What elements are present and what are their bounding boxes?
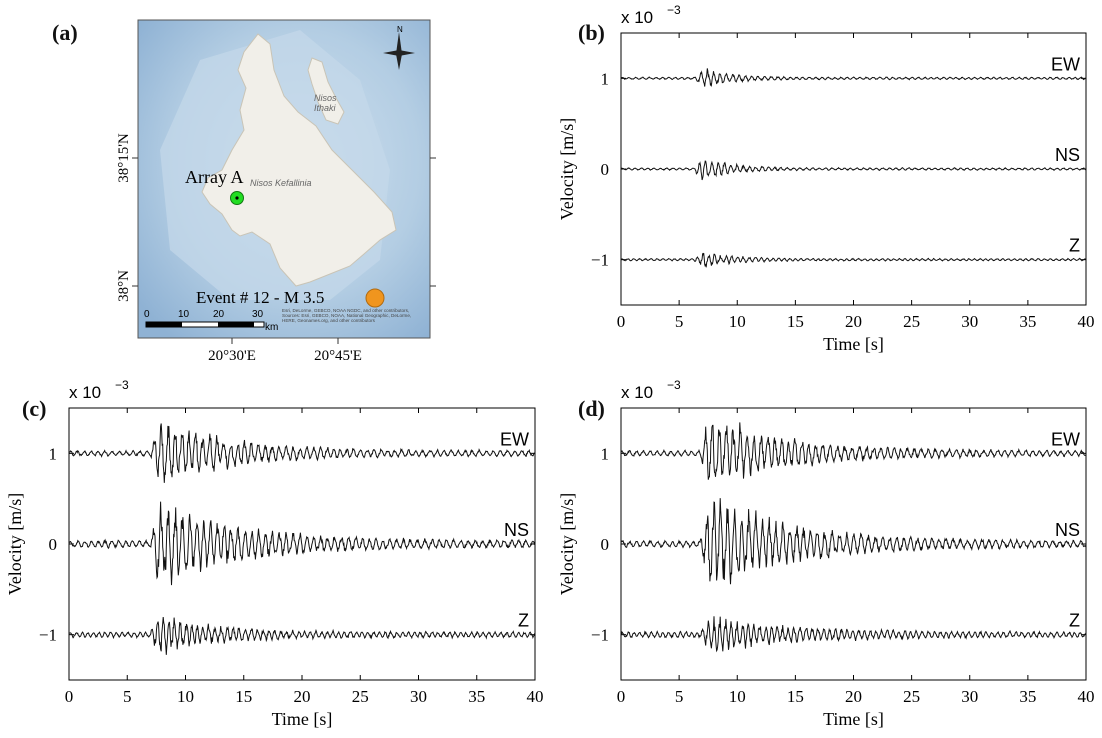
trace-label-z: Z (1069, 236, 1080, 256)
panel-label-b: (b) (578, 20, 605, 45)
trace-z (620, 616, 1087, 653)
x-tick-label: 40 (1078, 312, 1095, 331)
plot-frame (620, 407, 1087, 681)
trace-z (68, 616, 536, 655)
x-tick-label: 15 (787, 312, 804, 331)
trace-z (620, 252, 1087, 269)
axis-exponent: x 10 (69, 383, 101, 402)
y-tick-label: −1 (591, 251, 609, 270)
panel-label-c: (c) (22, 396, 47, 421)
trace-ns (620, 160, 1087, 181)
trace-ew (620, 422, 1087, 480)
x-tick-label: 30 (410, 687, 427, 706)
axis-exponent-power: −3 (667, 378, 681, 392)
axis-exponent-power: −3 (667, 3, 681, 17)
trace-ew (68, 423, 536, 483)
trace-label-ew: EW (1051, 429, 1080, 449)
x-tick-label: 40 (527, 687, 544, 706)
axis-exponent: x 10 (621, 383, 653, 402)
trace-label-ns: NS (1055, 520, 1080, 540)
x-tick-label: 20 (294, 687, 311, 706)
y-tick-label: −1 (591, 626, 609, 645)
trace-label-z: Z (1069, 611, 1080, 631)
y-tick-label: 1 (49, 444, 58, 463)
y-axis-label: Velocity [m/s] (557, 118, 577, 220)
trace-ns (620, 498, 1087, 585)
x-tick-label: 5 (675, 312, 684, 331)
panel-label-d: (d) (578, 396, 605, 421)
x-tick-label: 30 (961, 312, 978, 331)
x-tick-label: 35 (1019, 687, 1036, 706)
trace-label-z: Z (518, 611, 529, 631)
x-tick-label: 40 (1078, 687, 1095, 706)
x-tick-label: 15 (235, 687, 252, 706)
x-tick-label: 5 (123, 687, 132, 706)
x-tick-label: 30 (961, 687, 978, 706)
y-tick-label: 0 (601, 160, 610, 179)
y-tick-label: 1 (601, 69, 610, 88)
x-tick-label: 20 (845, 312, 862, 331)
y-axis-label: Velocity [m/s] (557, 493, 577, 595)
x-tick-label: 5 (675, 687, 684, 706)
x-tick-label: 20 (845, 687, 862, 706)
x-tick-label: 0 (617, 312, 626, 331)
x-tick-label: 35 (468, 687, 485, 706)
y-axis-label: Velocity [m/s] (5, 493, 25, 595)
x-tick-label: 15 (787, 687, 804, 706)
trace-ns (68, 501, 536, 586)
trace-label-ew: EW (500, 429, 529, 449)
x-tick-label: 10 (729, 312, 746, 331)
x-tick-label: 0 (617, 687, 626, 706)
x-tick-label: 25 (352, 687, 369, 706)
y-tick-label: −1 (39, 626, 57, 645)
trace-ew (620, 68, 1087, 88)
x-tick-label: 10 (177, 687, 194, 706)
x-tick-label: 25 (903, 312, 920, 331)
x-tick-label: 0 (65, 687, 74, 706)
axis-exponent: x 10 (621, 8, 653, 27)
x-axis-label: Time [s] (272, 709, 333, 729)
y-tick-label: 1 (601, 444, 610, 463)
trace-label-ns: NS (504, 520, 529, 540)
y-tick-label: 0 (49, 535, 58, 554)
x-tick-label: 10 (729, 687, 746, 706)
x-tick-label: 25 (903, 687, 920, 706)
trace-label-ns: NS (1055, 145, 1080, 165)
x-axis-label: Time [s] (823, 709, 884, 729)
y-tick-label: 0 (601, 535, 610, 554)
trace-label-ew: EW (1051, 54, 1080, 74)
panel-label-a: (a) (52, 20, 78, 45)
axis-exponent-power: −3 (115, 378, 129, 392)
x-axis-label: Time [s] (823, 334, 884, 354)
x-tick-label: 35 (1019, 312, 1036, 331)
